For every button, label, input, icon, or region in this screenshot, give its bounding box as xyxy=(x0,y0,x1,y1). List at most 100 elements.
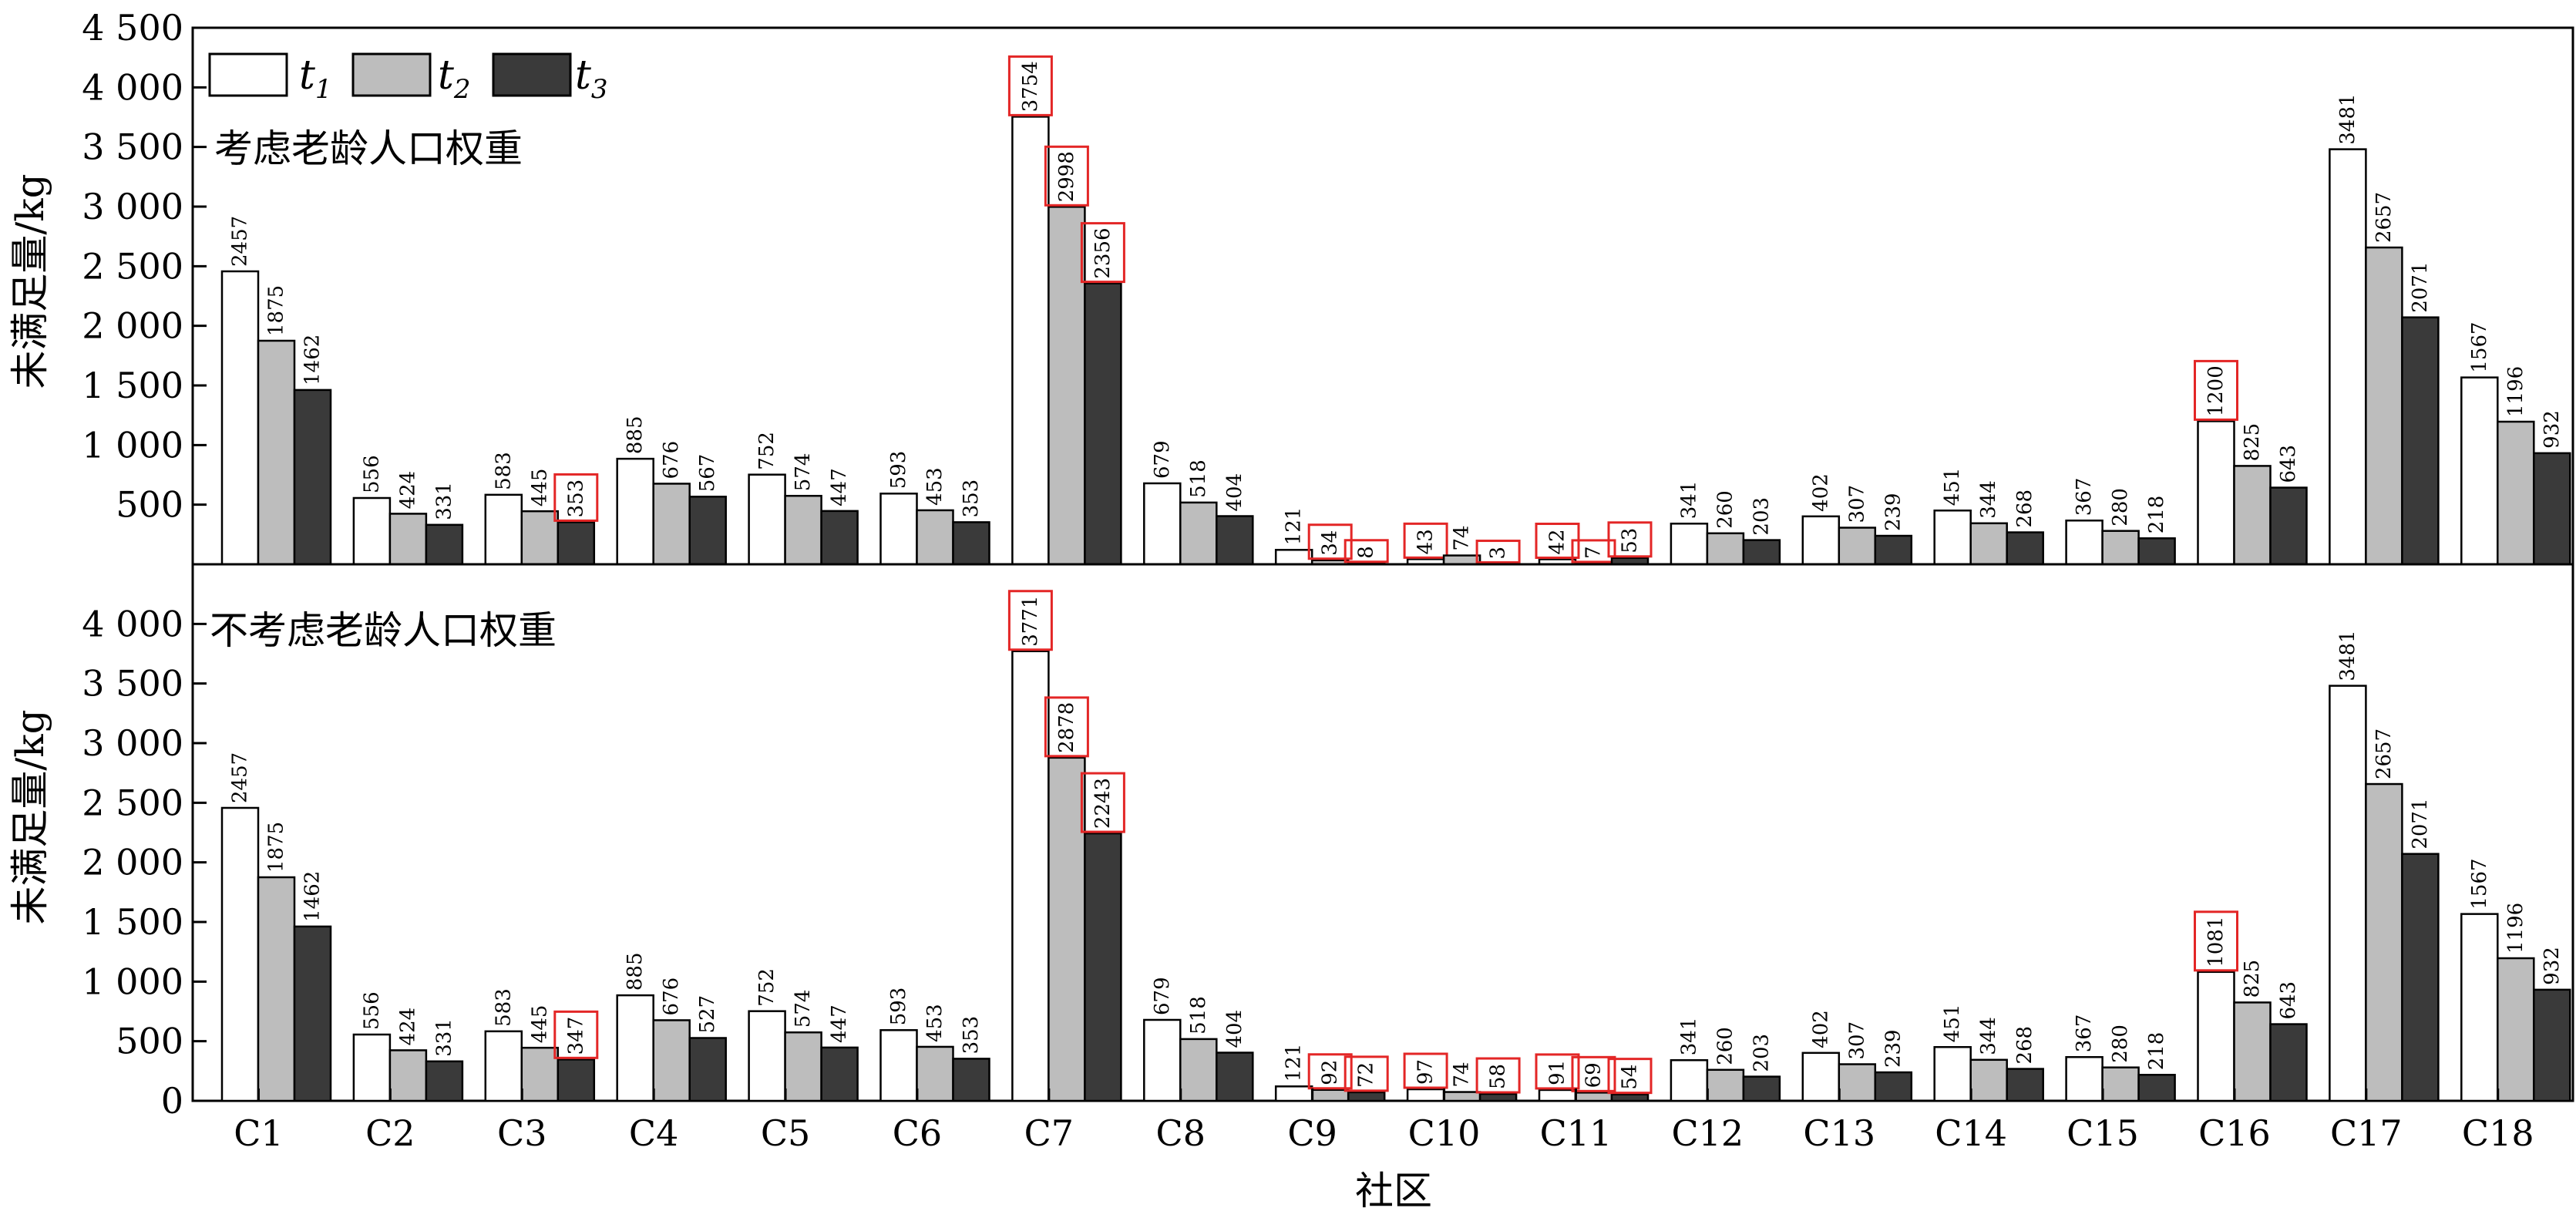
bar-t1-C17 xyxy=(2329,686,2366,1101)
bar-t3-C10 xyxy=(1480,1094,1516,1101)
bar-t3-C12 xyxy=(1744,1077,1780,1101)
bar-t3-C17 xyxy=(2402,318,2438,564)
value-label-t3-C17: 2071 xyxy=(2409,799,2432,850)
value-label-t1-C11: 42 xyxy=(1546,529,1569,554)
x-tick-label: C6 xyxy=(893,1112,942,1154)
bar-t2-C5 xyxy=(785,1032,822,1101)
legend-sub-t2: 2 xyxy=(453,74,471,105)
value-label-t2-C13: 307 xyxy=(1845,485,1868,523)
x-tick-label: C14 xyxy=(1935,1112,2007,1154)
x-tick-label: C12 xyxy=(1671,1112,1744,1154)
bar-t3-C3 xyxy=(558,522,594,564)
bar-t2-C2 xyxy=(390,513,426,564)
value-label-t1-C6: 593 xyxy=(887,988,910,1026)
value-label-t3-C11: 54 xyxy=(1619,1065,1642,1090)
value-label-t3-C16: 643 xyxy=(2277,981,2300,1020)
value-label-t3-C15: 218 xyxy=(2145,1032,2168,1071)
bar-t3-C3 xyxy=(558,1059,594,1101)
value-label-t3-C7: 2243 xyxy=(1091,778,1115,829)
bar-t3-C6 xyxy=(953,522,990,564)
bar-t2-C1 xyxy=(258,341,294,564)
value-label-t1-C12: 341 xyxy=(1677,481,1700,520)
y-tick-label: 2 500 xyxy=(82,245,183,287)
bar-t3-C1 xyxy=(294,390,331,564)
x-tick-label: C17 xyxy=(2330,1112,2403,1154)
x-tick-label: C9 xyxy=(1287,1112,1337,1154)
y-tick-label: 500 xyxy=(116,484,183,526)
value-label-t3-C5: 447 xyxy=(828,468,851,506)
value-label-t3-C10: 58 xyxy=(1487,1064,1510,1089)
panel-annotation: 考虑老龄人口权重 xyxy=(214,126,523,171)
bar-t2-C4 xyxy=(654,1020,690,1101)
bar-t2-C7 xyxy=(1048,207,1085,564)
bar-t2-C15 xyxy=(2103,1068,2139,1101)
legend-label-t1: t xyxy=(299,52,315,99)
bar-t1-C10 xyxy=(1407,1089,1444,1101)
value-label-t3-C17: 2071 xyxy=(2409,262,2432,313)
bar-t3-C12 xyxy=(1744,540,1780,564)
value-label-t3-C18: 932 xyxy=(2541,410,2564,449)
bar-t2-C16 xyxy=(2235,1002,2271,1101)
y-tick-label: 1 500 xyxy=(82,365,183,406)
x-tick-label: C8 xyxy=(1156,1112,1206,1154)
value-label-t2-C12: 260 xyxy=(1713,490,1737,529)
value-label-t1-C14: 451 xyxy=(1941,468,1964,506)
value-label-t3-C4: 527 xyxy=(696,995,719,1034)
bar-t1-C9 xyxy=(1276,550,1312,564)
value-label-t3-C6: 353 xyxy=(960,1016,983,1055)
x-tick-label: C7 xyxy=(1024,1112,1074,1154)
x-tick-label: C3 xyxy=(497,1112,546,1154)
bar-t2-C12 xyxy=(1707,1070,1744,1101)
value-label-t3-C10: 3 xyxy=(1487,547,1510,560)
x-tick-label: C15 xyxy=(2067,1112,2139,1154)
bar-t1-C8 xyxy=(1144,1020,1180,1101)
value-label-t3-C6: 353 xyxy=(960,479,983,518)
value-label-t2-C13: 307 xyxy=(1845,1021,1868,1060)
bar-t3-C7 xyxy=(1085,284,1121,564)
bar-t3-C13 xyxy=(1875,1072,1912,1101)
bar-t3-C4 xyxy=(690,1038,726,1101)
value-label-t1-C2: 556 xyxy=(360,455,383,493)
bar-t2-C2 xyxy=(390,1050,426,1101)
y-tick-label: 3 000 xyxy=(82,186,183,227)
bar-t1-C3 xyxy=(486,495,522,564)
value-label-t1-C6: 593 xyxy=(887,451,910,490)
bar-t1-C4 xyxy=(617,995,654,1101)
value-label-t1-C3: 583 xyxy=(492,988,515,1027)
value-label-t1-C1: 2457 xyxy=(229,752,252,803)
bar-t3-C5 xyxy=(822,1048,858,1101)
bar-t1-C6 xyxy=(881,493,917,564)
value-label-t3-C13: 239 xyxy=(1882,493,1905,531)
bar-t3-C8 xyxy=(1216,1053,1253,1101)
bar-t1-C13 xyxy=(1803,1053,1839,1101)
value-label-t2-C2: 424 xyxy=(396,1008,419,1046)
bar-t3-C1 xyxy=(294,927,331,1101)
value-label-t1-C13: 402 xyxy=(1809,1010,1832,1048)
value-label-t1-C9: 121 xyxy=(1283,507,1306,546)
bar-t1-C5 xyxy=(749,475,785,564)
bar-t1-C15 xyxy=(2067,520,2103,564)
value-label-t2-C7: 2998 xyxy=(1055,151,1078,202)
bar-t1-C18 xyxy=(2461,914,2497,1101)
value-label-t3-C5: 447 xyxy=(828,1004,851,1043)
y-tick-label: 4 000 xyxy=(82,66,183,108)
x-axis-title: 社区 xyxy=(1355,1169,1432,1213)
value-label-t3-C11: 53 xyxy=(1619,528,1642,553)
value-label-t3-C12: 203 xyxy=(1750,1034,1773,1072)
value-label-t1-C4: 885 xyxy=(624,416,647,454)
bar-t2-C14 xyxy=(1971,1060,2007,1101)
bar-t2-C16 xyxy=(2235,466,2271,564)
y-tick-label: 1 000 xyxy=(82,961,183,1002)
panel-annotation: 不考虑老龄人口权重 xyxy=(210,608,557,653)
value-label-t2-C4: 676 xyxy=(660,977,683,1016)
value-label-t3-C1: 1462 xyxy=(301,871,325,922)
bar-t1-C15 xyxy=(2067,1057,2103,1101)
bar-t1-C18 xyxy=(2461,378,2497,564)
value-label-t3-C1: 1462 xyxy=(301,335,325,385)
bar-t1-C16 xyxy=(2198,421,2235,564)
y-tick-label: 500 xyxy=(116,1021,183,1062)
value-label-t3-C12: 203 xyxy=(1750,497,1773,536)
value-label-t2-C4: 676 xyxy=(660,441,683,479)
value-label-t1-C9: 121 xyxy=(1283,1044,1306,1082)
value-label-t1-C5: 752 xyxy=(755,432,779,470)
